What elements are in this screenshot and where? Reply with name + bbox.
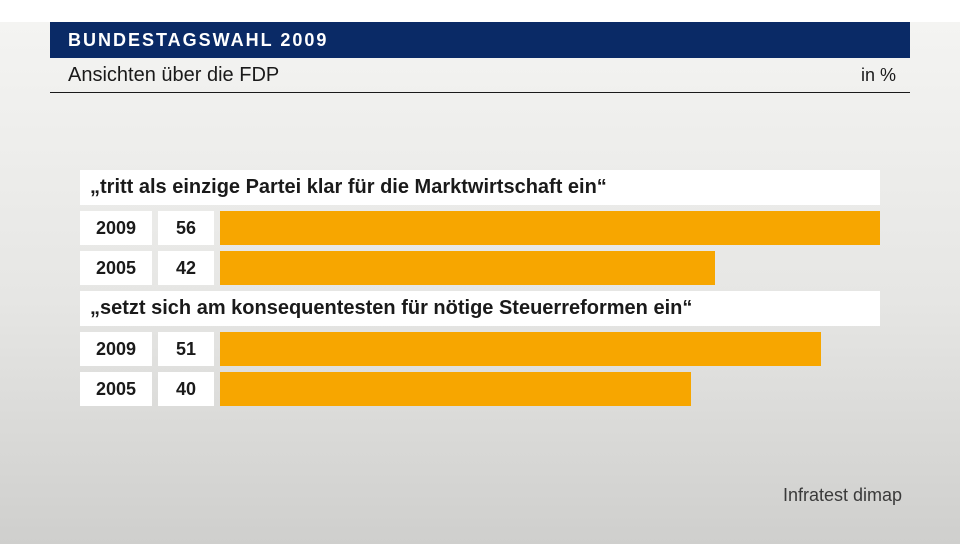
value-cell: 56: [158, 211, 214, 245]
bar-track: [220, 332, 880, 366]
year-cell: 2009: [80, 332, 152, 366]
bar-track: [220, 372, 880, 406]
chart-area: „tritt als einzige Partei klar für die M…: [80, 170, 880, 412]
subtitle-text: Ansichten über die FDP: [68, 64, 279, 87]
header-bar: BUNDESTAGSWAHL 2009: [50, 22, 910, 58]
bar-row: 2009 51: [80, 332, 880, 366]
bar-row: 2005 40: [80, 372, 880, 406]
year-cell: 2005: [80, 251, 152, 285]
value-cell: 40: [158, 372, 214, 406]
bar-row: 2009 56: [80, 211, 880, 245]
bar-fill: [220, 251, 715, 285]
unit-label: in %: [861, 65, 904, 86]
value-cell: 51: [158, 332, 214, 366]
bar-row: 2005 42: [80, 251, 880, 285]
bar-fill: [220, 332, 821, 366]
subtitle-row: Ansichten über die FDP in %: [50, 58, 910, 92]
group-header: „tritt als einzige Partei klar für die M…: [80, 170, 880, 205]
top-white-strip: [0, 0, 960, 22]
value-cell: 42: [158, 251, 214, 285]
year-cell: 2005: [80, 372, 152, 406]
group-header: „setzt sich am konsequentesten für nötig…: [80, 291, 880, 326]
bar-fill: [220, 211, 880, 245]
header-divider: [50, 92, 910, 93]
year-cell: 2009: [80, 211, 152, 245]
bar-track: [220, 211, 880, 245]
source-label: Infratest dimap: [783, 485, 902, 506]
header-title: BUNDESTAGSWAHL 2009: [68, 30, 328, 51]
bar-fill: [220, 372, 691, 406]
bar-track: [220, 251, 880, 285]
